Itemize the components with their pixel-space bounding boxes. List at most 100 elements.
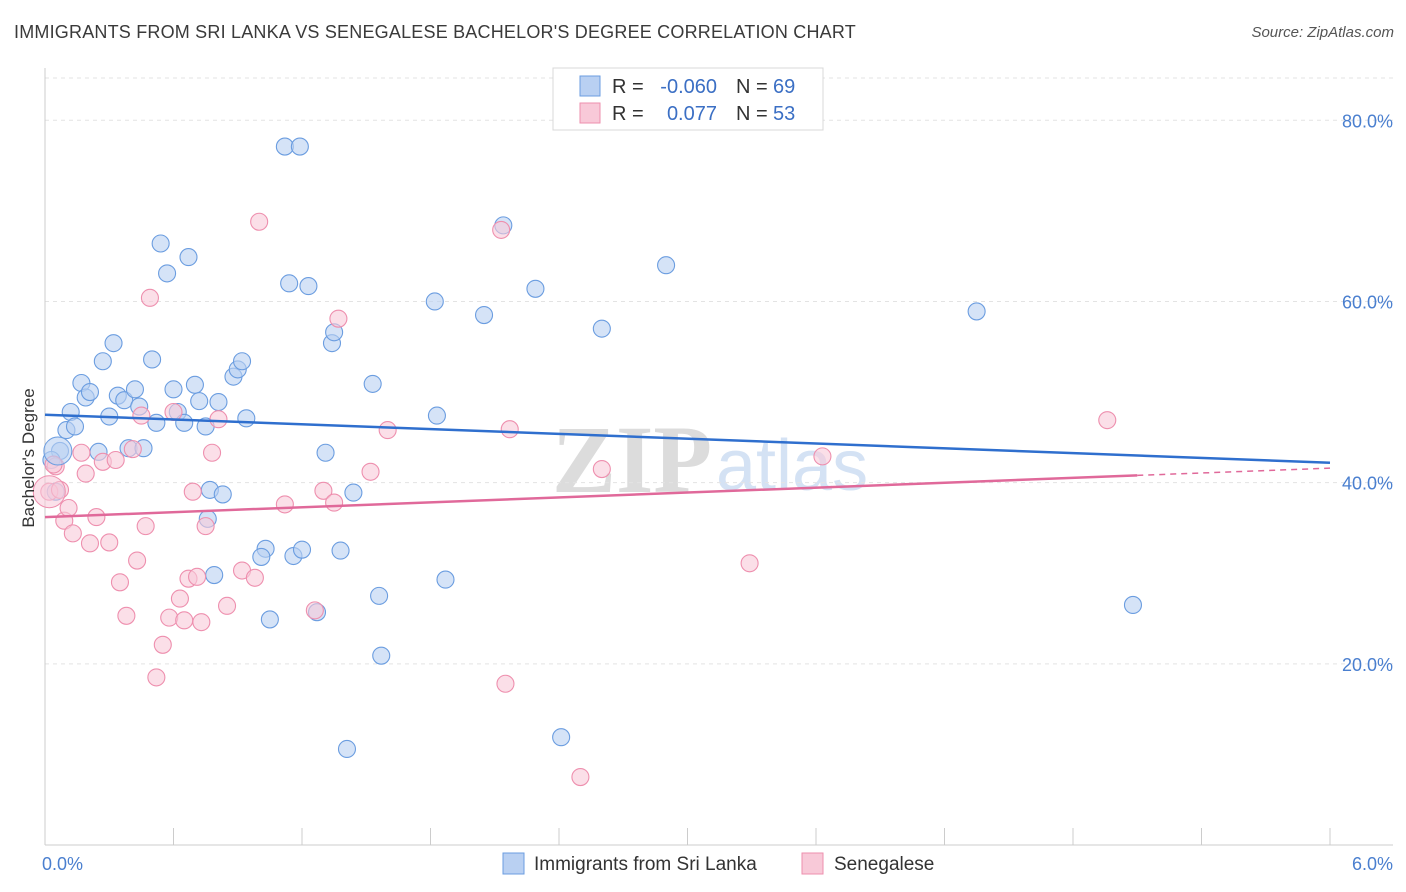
point-sri-lanka	[344, 483, 363, 502]
point-sri-lanka	[1123, 595, 1143, 614]
point-sri-lanka	[363, 374, 382, 393]
trend-line-sri-lanka	[44, 413, 1331, 464]
point-senegalese	[117, 606, 136, 625]
point-sri-lanka	[115, 391, 134, 410]
point-senegalese	[192, 613, 211, 632]
point-sri-lanka	[436, 570, 455, 589]
series-legend-label-senegalese: Senegalese	[834, 854, 934, 875]
source-credit: Source: ZipAtlas.com	[1251, 24, 1394, 41]
point-senegalese	[132, 406, 151, 425]
point-senegalese	[203, 443, 222, 462]
y-axis-title: Bachelor's Degree	[19, 388, 38, 527]
y-tick-label: 40.0%	[1342, 474, 1393, 494]
point-senegalese	[128, 551, 147, 570]
point-senegalese	[305, 601, 324, 620]
point-sri-lanka	[232, 352, 252, 371]
point-senegalese	[175, 611, 194, 630]
point-sri-lanka	[427, 406, 446, 425]
legend-n-label-1: N =	[736, 76, 768, 98]
point-sri-lanka	[151, 234, 170, 253]
point-senegalese	[500, 420, 519, 439]
point-sri-lanka	[526, 279, 545, 298]
series-legend-swatch-sri-lanka	[502, 852, 525, 875]
point-senegalese	[571, 768, 590, 787]
point-sri-lanka	[252, 547, 271, 566]
point-senegalese	[325, 493, 344, 512]
point-senegalese	[164, 402, 183, 422]
point-sri-lanka-large	[43, 436, 73, 466]
point-sri-lanka	[158, 264, 177, 283]
point-senegalese	[361, 462, 380, 481]
series-legend-label-sri-lanka: Immigrants from Sri Lanka	[534, 854, 757, 875]
y-tick-label: 60.0%	[1342, 292, 1393, 312]
point-sri-lanka	[316, 443, 335, 462]
point-sri-lanka	[370, 586, 389, 605]
point-senegalese	[740, 554, 759, 573]
point-sri-lanka	[104, 334, 123, 353]
x-tick-label-min: 0.0%	[42, 854, 83, 874]
point-senegalese	[100, 533, 119, 552]
point-sri-lanka	[93, 352, 112, 371]
point-senegalese	[87, 508, 106, 527]
point-sri-lanka	[290, 137, 309, 156]
point-sri-lanka	[185, 375, 204, 394]
point-senegalese	[209, 410, 228, 429]
legend-r-label-1: R =	[612, 76, 644, 98]
point-senegalese	[160, 608, 179, 627]
point-senegalese	[123, 440, 142, 459]
trend-lines	[44, 413, 1331, 519]
legend-r-value-2: 0.077	[667, 103, 717, 125]
point-sri-lanka	[474, 306, 494, 325]
point-senegalese	[136, 517, 155, 536]
point-sri-lanka	[213, 485, 232, 504]
point-senegalese	[217, 596, 237, 615]
watermark-atlas: atlas	[716, 426, 868, 506]
point-sri-lanka	[552, 728, 571, 747]
legend-n-value-2: 53	[773, 103, 795, 125]
point-sri-lanka	[592, 319, 611, 338]
point-sri-lanka	[372, 646, 391, 665]
legend-swatch-senegalese	[579, 102, 601, 124]
legend-r-value-1: -0.060	[660, 76, 717, 98]
point-sri-lanka	[179, 248, 198, 267]
point-sri-lanka	[190, 392, 209, 411]
point-sri-lanka	[143, 350, 162, 369]
point-senegalese	[153, 635, 172, 654]
point-sri-lanka	[237, 409, 256, 428]
point-senegalese	[1098, 411, 1117, 430]
point-senegalese	[496, 674, 515, 693]
point-senegalese	[592, 460, 611, 479]
point-sri-lanka	[292, 540, 312, 559]
point-sri-lanka	[657, 256, 676, 275]
point-senegalese	[250, 212, 269, 231]
point-senegalese	[196, 517, 215, 536]
trend-line-senegalese	[44, 474, 1138, 519]
point-sri-lanka	[425, 292, 444, 311]
x-tick-label-max: 6.0%	[1352, 854, 1393, 874]
point-senegalese	[492, 220, 511, 239]
legend-n-label-2: N =	[736, 103, 768, 125]
point-sri-lanka	[147, 413, 166, 432]
point-senegalese	[80, 534, 100, 553]
point-senegalese	[140, 288, 159, 307]
y-tick-label: 20.0%	[1342, 655, 1393, 675]
legend-swatch-sri-lanka	[579, 75, 601, 97]
series-legend: Immigrants from Sri Lanka Senegalese	[502, 852, 934, 875]
point-senegalese	[106, 450, 125, 470]
point-sri-lanka	[205, 565, 224, 585]
point-senegalese	[314, 481, 333, 500]
point-senegalese	[59, 498, 78, 518]
data-points	[32, 137, 1143, 787]
chart-title: IMMIGRANTS FROM SRI LANKA VS SENEGALESE …	[14, 22, 856, 42]
point-senegalese	[378, 421, 397, 440]
point-senegalese	[110, 573, 130, 592]
y-tick-label: 80.0%	[1342, 111, 1393, 131]
point-senegalese	[63, 524, 82, 543]
point-sri-lanka	[337, 739, 357, 759]
point-senegalese	[72, 443, 91, 462]
legend-n-value-1: 69	[773, 76, 795, 98]
point-senegalese	[147, 668, 166, 687]
point-sri-lanka	[299, 277, 318, 296]
point-senegalese	[329, 309, 348, 328]
